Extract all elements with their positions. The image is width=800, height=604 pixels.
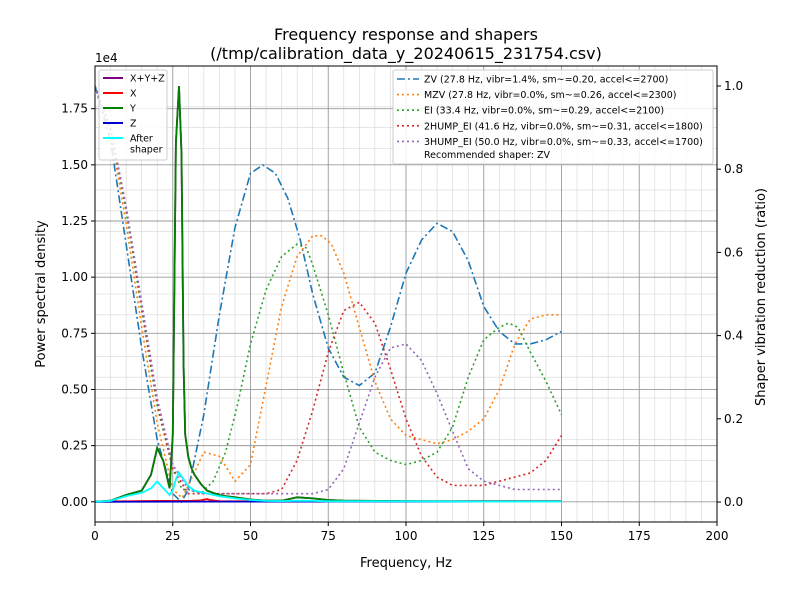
y-axis-left-label: Power spectral density <box>34 220 49 368</box>
y-left-scale-label: 1e4 <box>95 51 118 65</box>
y-left-tick-label: 1.00 <box>61 270 88 284</box>
chart-title-line1: Frequency response and shapers <box>274 25 538 44</box>
y-left-tick-label: 0.50 <box>61 382 88 396</box>
y-right-tick-label: 1.0 <box>724 79 743 93</box>
psd-legend-label: After <box>130 134 153 145</box>
x-tick-label: 50 <box>243 529 258 543</box>
x-tick-label: 25 <box>165 529 180 543</box>
x-axis-label: Frequency, Hz <box>360 556 452 571</box>
y-right-tick-label: 0.8 <box>724 162 743 176</box>
y-left-tick-label: 0.75 <box>61 326 88 340</box>
shaper-legend-label: MZV (27.8 Hz, vibr=0.0%, sm~=0.26, accel… <box>424 90 676 101</box>
psd-legend-label: X+Y+Z <box>130 74 165 85</box>
y-right-tick-label: 0.2 <box>724 412 743 426</box>
y-left-tick-label: 1.25 <box>61 214 88 228</box>
psd-legend-label: Y <box>129 104 136 115</box>
psd-legend-label: X <box>130 89 137 100</box>
x-tick-label: 175 <box>628 529 651 543</box>
y-right-tick-label: 0.6 <box>724 245 743 259</box>
y-left-tick-label: 1.50 <box>61 158 88 172</box>
x-tick-label: 200 <box>706 529 729 543</box>
shaper-legend-label: 3HUMP_EI (50.0 Hz, vibr=0.0%, sm~=0.33, … <box>424 137 703 148</box>
x-tick-label: 0 <box>91 529 99 543</box>
shaper-legend: Recommended shaper: ZV ZV (27.8 Hz, vibr… <box>393 70 713 164</box>
y-left-tick-label: 1.75 <box>61 102 88 116</box>
x-tick-label: 75 <box>321 529 336 543</box>
x-tick-label: 125 <box>472 529 495 543</box>
psd-legend-label: Z <box>130 119 137 130</box>
recommended-shaper-text: Recommended shaper: ZV <box>424 150 550 161</box>
x-tick-label: 150 <box>550 529 573 543</box>
x-tick-label: 100 <box>395 529 418 543</box>
shaper-legend-label: 2HUMP_EI (41.6 Hz, vibr=0.0%, sm~=0.31, … <box>424 121 703 132</box>
chart-title-line2: (/tmp/calibration_data_y_20240615_231754… <box>210 44 602 64</box>
y-axis-right-label: Shaper vibration reduction (ratio) <box>754 188 769 406</box>
y-left-tick-label: 0.25 <box>61 439 88 453</box>
y-left-tick-label: 0.00 <box>61 495 88 509</box>
y-right-tick-label: 0.0 <box>724 495 743 509</box>
shaper-legend-label: EI (33.4 Hz, vibr=0.0%, sm~=0.29, accel<… <box>424 106 664 117</box>
y-right-tick-label: 0.4 <box>724 329 743 343</box>
psd-legend-label: shaper <box>130 145 163 156</box>
shaper-legend-label: ZV (27.8 Hz, vibr=1.4%, sm~=0.20, accel<… <box>424 75 668 86</box>
